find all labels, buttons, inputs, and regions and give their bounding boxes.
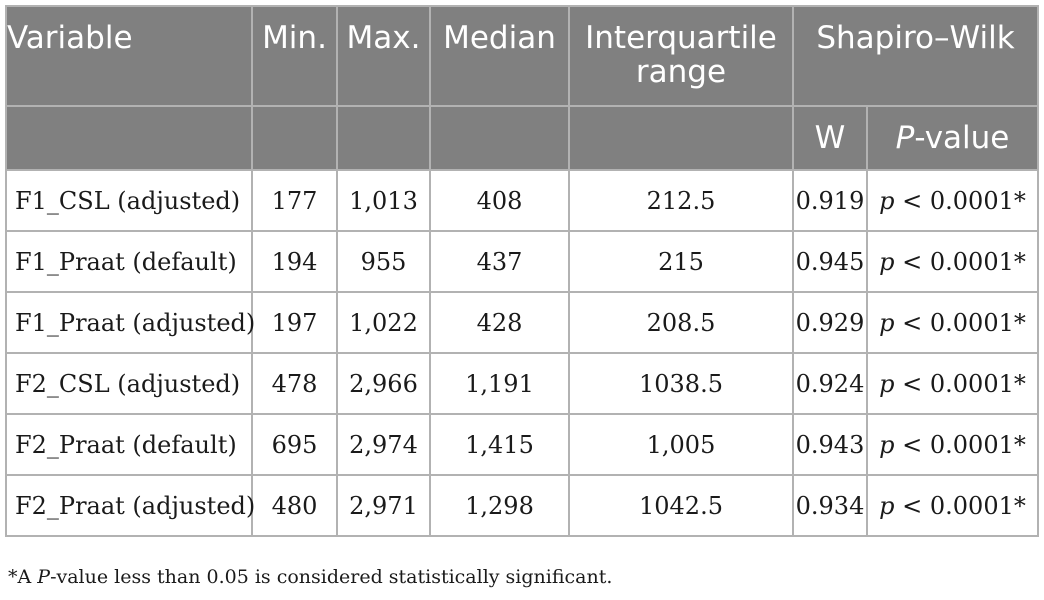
cell-max: 2,974 <box>336 413 431 476</box>
cell-median: 408 <box>429 169 570 232</box>
table-body: F1_CSL (adjusted) 177 1,013 408 212.5 0.919 p … <box>5 169 1040 537</box>
cell-median: 1,298 <box>429 474 570 537</box>
cell-min: 177 <box>251 169 338 232</box>
p-threshold: < 0.0001* <box>894 186 1026 215</box>
cell-max: 2,966 <box>336 352 431 415</box>
cell-p-value: p < 0.0001* <box>865 169 1040 232</box>
table-header: Variable Min. Max. Median Interquartile … <box>5 5 1040 171</box>
cell-min: 194 <box>251 230 338 293</box>
header-row-2: W P-value <box>5 105 1040 171</box>
header-row-1: Variable Min. Max. Median Interquartile … <box>5 5 1040 107</box>
table-footnote: *A P-value less than 0.05 is considered … <box>8 566 612 588</box>
cell-p-value: p < 0.0001* <box>865 413 1040 476</box>
cell-w: 0.929 <box>792 291 868 354</box>
header-empty-cell <box>568 105 794 171</box>
cell-w: 0.945 <box>792 230 868 293</box>
cell-max: 955 <box>336 230 431 293</box>
cell-iqr: 215 <box>568 230 794 293</box>
table-row: F2_Praat (adjusted) 480 2,971 1,298 1042.5 0.… <box>5 474 1040 537</box>
table-row: F2_Praat (default) 695 2,974 1,415 1,005 0.94… <box>5 413 1040 476</box>
statistics-table: Variable Min. Max. Median Interquartile … <box>5 5 1040 537</box>
footnote-prefix: *A <box>8 566 38 588</box>
table-row: F1_Praat (default) 194 955 437 215 0.945 p < 0… <box>5 230 1040 293</box>
header-p-value: P-value <box>865 105 1040 171</box>
cell-p-value: p < 0.0001* <box>865 352 1040 415</box>
header-median: Median <box>429 5 570 107</box>
cell-w: 0.943 <box>792 413 868 476</box>
header-p-suffix: -value <box>914 120 1010 156</box>
p-symbol: p <box>879 430 895 459</box>
p-threshold: < 0.0001* <box>894 369 1026 398</box>
cell-p-value: p < 0.0001* <box>865 474 1040 537</box>
cell-max: 1,013 <box>336 169 431 232</box>
table-row: F2_CSL (adjusted) 478 2,966 1,191 1038.5 0.92… <box>5 352 1040 415</box>
cell-iqr: 212.5 <box>568 169 794 232</box>
header-variable: Variable <box>5 5 253 107</box>
header-w: W <box>792 105 868 171</box>
p-threshold: < 0.0001* <box>894 247 1026 276</box>
cell-variable: F2_Praat (default) <box>5 413 253 476</box>
cell-w: 0.924 <box>792 352 868 415</box>
cell-variable: F1_CSL (adjusted) <box>5 169 253 232</box>
cell-variable: F2_Praat (adjusted) <box>5 474 255 537</box>
cell-min: 197 <box>251 291 338 354</box>
cell-iqr: 1,005 <box>568 413 794 476</box>
p-threshold: < 0.0001* <box>894 430 1026 459</box>
header-p-letter: P <box>895 120 915 156</box>
cell-variable: F1_Praat (default) <box>5 230 253 293</box>
cell-median: 437 <box>429 230 570 293</box>
cell-variable: F1_Praat (adjusted) <box>5 291 255 354</box>
header-empty-cell <box>336 105 431 171</box>
cell-w: 0.919 <box>792 169 868 232</box>
header-iqr: Interquartile range <box>568 5 794 107</box>
p-symbol: p <box>879 491 895 520</box>
header-max: Max. <box>336 5 431 107</box>
cell-p-value: p < 0.0001* <box>865 291 1040 354</box>
cell-median: 1,415 <box>429 413 570 476</box>
cell-min: 695 <box>251 413 338 476</box>
cell-iqr: 1042.5 <box>568 474 794 537</box>
cell-p-value: p < 0.0001* <box>865 230 1040 293</box>
table-row: F1_Praat (adjusted) 197 1,022 428 208.5 0.929… <box>5 291 1040 354</box>
p-threshold: < 0.0001* <box>894 491 1026 520</box>
p-symbol: p <box>879 247 895 276</box>
header-empty-cell <box>251 105 338 171</box>
header-empty-cell <box>5 105 253 171</box>
p-symbol: p <box>879 308 895 337</box>
p-symbol: p <box>879 186 895 215</box>
header-min: Min. <box>251 5 338 107</box>
cell-min: 478 <box>251 352 338 415</box>
cell-w: 0.934 <box>792 474 868 537</box>
cell-iqr: 208.5 <box>568 291 794 354</box>
table-row: F1_CSL (adjusted) 177 1,013 408 212.5 0.919 p … <box>5 169 1040 232</box>
footnote-italic-p: P <box>37 566 51 588</box>
p-symbol: p <box>879 369 895 398</box>
cell-median: 428 <box>429 291 570 354</box>
cell-variable: F2_CSL (adjusted) <box>5 352 253 415</box>
p-threshold: < 0.0001* <box>894 308 1026 337</box>
footnote-suffix: -value less than 0.05 is considered stat… <box>50 566 613 588</box>
cell-iqr: 1038.5 <box>568 352 794 415</box>
cell-max: 2,971 <box>336 474 431 537</box>
header-shapiro-wilk: Shapiro–Wilk <box>791 5 1040 107</box>
cell-max: 1,022 <box>336 291 431 354</box>
header-empty-cell <box>429 105 570 171</box>
cell-median: 1,191 <box>429 352 570 415</box>
cell-min: 480 <box>251 474 338 537</box>
